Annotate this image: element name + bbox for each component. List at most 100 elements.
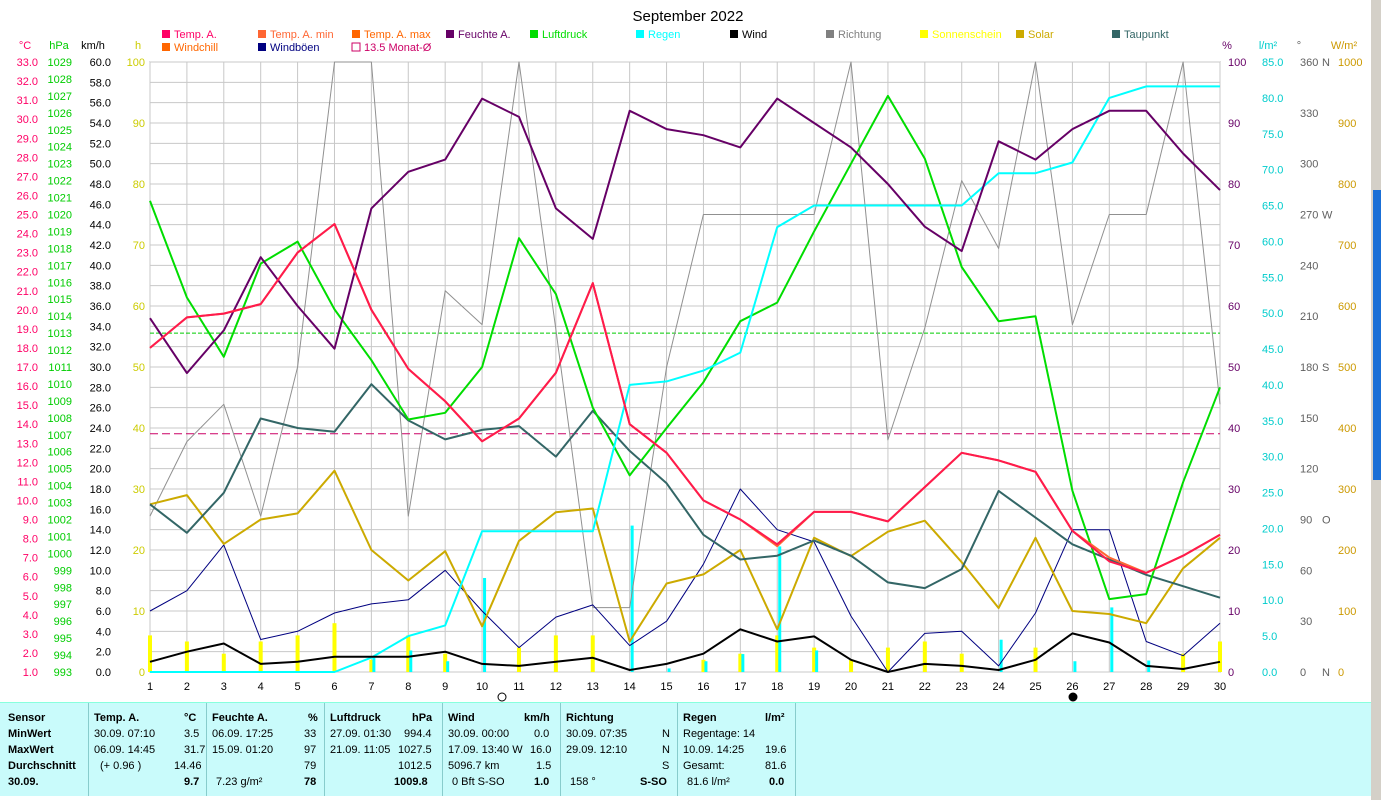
wind-beaufort: 0 Bft S-SO — [452, 776, 505, 788]
pressure-tick: 1020 — [48, 210, 72, 222]
dir-compass-label: N — [1322, 57, 1330, 69]
rain-tick: 50.0 — [1262, 308, 1283, 320]
rain-tick: 25.0 — [1262, 488, 1283, 500]
pressure-tick: 1026 — [48, 108, 72, 120]
wind-tick: 22.0 — [90, 443, 111, 455]
rain-unit: l/m² — [765, 712, 785, 724]
rain-tick: 80.0 — [1262, 93, 1283, 105]
wind-today-value: 1.0 — [534, 776, 550, 788]
solar-tick: 400 — [1338, 423, 1356, 435]
wind-max-datetime: 17.09. 13:40 W — [448, 744, 523, 756]
sunshine-bar — [148, 635, 152, 672]
sun-tick: 60 — [133, 301, 145, 313]
axis-unit: W/m² — [1331, 40, 1358, 52]
dir-tick: 150 — [1300, 413, 1318, 425]
temp-tick: 5.0 — [23, 591, 38, 603]
solar-tick: 600 — [1338, 301, 1356, 313]
summary-col-wind: Wind km/h 30.09. 00:00 0.0 17.09. 13:40 … — [442, 703, 561, 796]
sun-tick: 0 — [139, 667, 145, 679]
sensor-header: Sensor — [8, 712, 46, 724]
rain-today-amount: 81.6 l/m² — [687, 776, 730, 788]
pressure-tick: 1025 — [48, 125, 72, 137]
legend-swatch — [351, 42, 361, 52]
temp-min-value: 3.5 — [184, 728, 200, 740]
rain-tick: 70.0 — [1262, 165, 1283, 177]
axis-unit: hPa — [49, 40, 69, 52]
window-edge — [1371, 0, 1381, 800]
full-moon-icon — [497, 692, 507, 702]
day-tick: 22 — [919, 681, 931, 693]
dir-today-value: S-SO — [640, 776, 667, 788]
wind-tick: 4.0 — [96, 626, 111, 638]
axis-unit: h — [135, 40, 141, 52]
day-tick: 30 — [1214, 681, 1226, 693]
rain-tick: 10.0 — [1262, 595, 1283, 607]
dir-tick: 300 — [1300, 159, 1318, 171]
temp-min-datetime: 30.09. 07:10 — [94, 728, 156, 740]
wind-avg-value: 1.5 — [536, 760, 552, 772]
wind-total-distance: 5096.7 km — [448, 760, 500, 772]
temp-line — [149, 223, 1221, 574]
sunshine-bar — [701, 659, 706, 672]
sun-tick: 40 — [133, 423, 145, 435]
wind-tick: 40.0 — [90, 260, 111, 272]
pressure-tick: 1019 — [48, 226, 72, 238]
rain-tick: 35.0 — [1262, 416, 1283, 428]
sun-tick: 80 — [133, 179, 145, 191]
pressure-tick: 1001 — [48, 531, 72, 543]
wind-tick: 16.0 — [90, 504, 111, 516]
hum-avg-value: 79 — [304, 760, 317, 772]
hum-tick: 50 — [1228, 362, 1240, 374]
summary-col-rain: Regen l/m² Regentage: 14 10.09. 14:25 19… — [677, 703, 796, 796]
solar-tick: 500 — [1338, 362, 1356, 374]
wind-tick: 46.0 — [90, 199, 111, 211]
legend-label: 13.5 Monat-Ø — [364, 42, 432, 54]
legend-label: Windchill — [174, 42, 218, 54]
temp-avg-value: 14.46 — [174, 760, 202, 772]
day-tick: 14 — [624, 681, 636, 693]
direction-line — [149, 61, 1221, 609]
day-tick: 8 — [405, 681, 411, 693]
rain-tick: 40.0 — [1262, 380, 1283, 392]
wind-max-value: 16.0 — [530, 744, 552, 756]
day-tick: 2 — [184, 681, 190, 693]
wind-tick: 52.0 — [90, 138, 111, 150]
temp-tick: 16.0 — [17, 381, 38, 393]
hum-tick: 20 — [1228, 545, 1240, 557]
dir-tick: 330 — [1300, 108, 1318, 120]
temp-tick: 18.0 — [17, 343, 38, 355]
temp-tick: 6.0 — [23, 572, 38, 584]
rain-tick: 60.0 — [1262, 236, 1283, 248]
summary-col-pressure: Luftdruck hPa 27.09. 01:30 994.4 21.09. … — [324, 703, 443, 796]
day-tick: 13 — [587, 681, 599, 693]
day-tick: 5 — [295, 681, 301, 693]
wind-header: Wind — [448, 712, 475, 724]
sunshine-bar — [885, 647, 890, 672]
pressure-tick: 1028 — [48, 74, 72, 86]
temp-tick: 25.0 — [17, 210, 38, 222]
pressure-tick: 993 — [54, 667, 72, 679]
pressure-tick: 995 — [54, 633, 72, 645]
dir-avg-value: S — [662, 760, 670, 772]
dir-tick: 30 — [1300, 616, 1312, 628]
sun-tick: 70 — [133, 240, 145, 252]
pressure-tick: 1011 — [48, 362, 72, 374]
rain-tick: 65.0 — [1262, 201, 1283, 213]
temp-tick: 15.0 — [17, 400, 38, 412]
dir-compass-label: W — [1322, 210, 1333, 222]
gust-line — [149, 488, 1221, 673]
dewpoint-line — [149, 383, 1221, 599]
temp-tick: 9.0 — [23, 515, 38, 527]
legend-swatch — [446, 30, 454, 38]
hum-unit: % — [308, 712, 318, 724]
rain-days: Regentage: 14 — [683, 728, 756, 740]
legend-swatch — [258, 30, 266, 38]
wind-tick: 2.0 — [96, 647, 111, 659]
wind-min-value: 0.0 — [534, 728, 550, 740]
solar-line — [149, 469, 1221, 643]
pressure-tick: 1022 — [48, 176, 72, 188]
temp-tick: 12.0 — [17, 457, 38, 469]
rain-tick: 85.0 — [1262, 57, 1283, 69]
legend-label: Luftdruck — [542, 29, 588, 41]
wind-tick: 42.0 — [90, 240, 111, 252]
